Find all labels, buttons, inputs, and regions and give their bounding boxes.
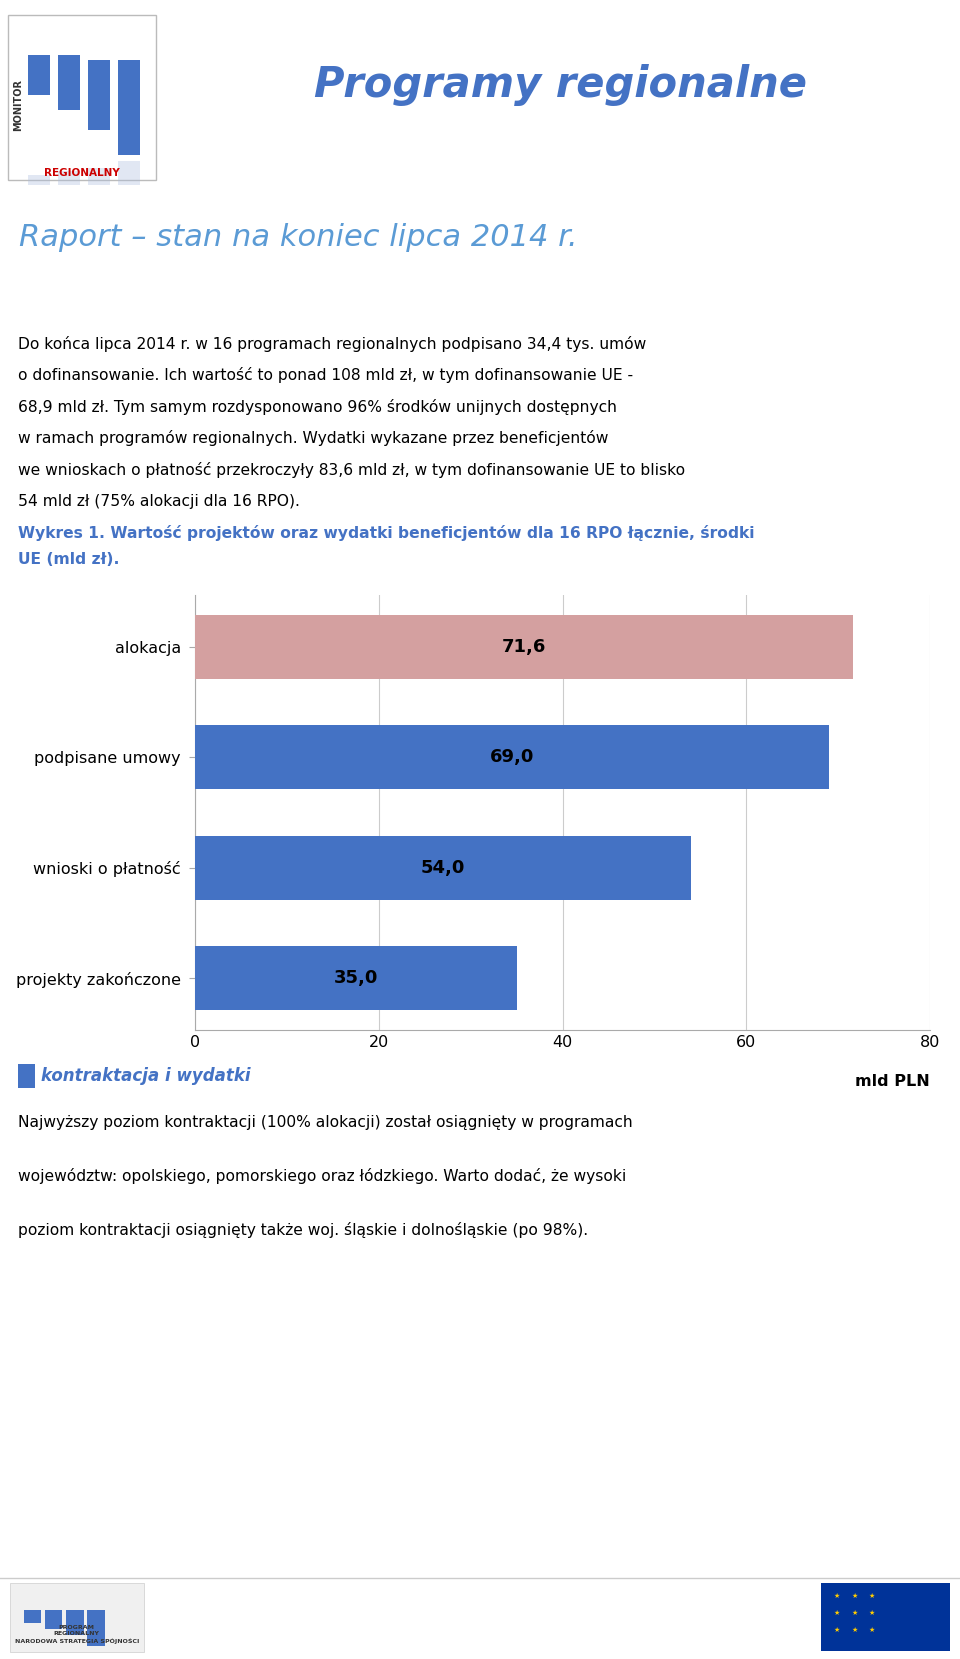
Text: województw: opolskiego, pomorskiego oraz łódzkiego. Warto dodać, że wysoki: województw: opolskiego, pomorskiego oraz… — [18, 1168, 626, 1185]
Text: 35,0: 35,0 — [333, 969, 378, 987]
Bar — [58, 171, 80, 186]
Text: we wnioskach o płatność przekroczyły 83,6 mld zł, w tym dofinansowanie UE to bli: we wnioskach o płatność przekroczyły 83,… — [18, 461, 685, 478]
Text: ★: ★ — [869, 1593, 875, 1599]
Text: Do końca lipca 2014 r. w 16 programach regionalnych podpisano 34,4 tys. umów: Do końca lipca 2014 r. w 16 programach r… — [18, 335, 646, 352]
Bar — [195, 725, 828, 790]
Text: 68,9 mld zł. Tym samym rozdysponowano 96% środków unijnych dostępnych: 68,9 mld zł. Tym samym rozdysponowano 96… — [18, 398, 617, 415]
Bar — [118, 161, 140, 186]
Bar — [18, 1063, 35, 1088]
Text: REGIONALNY: REGIONALNY — [44, 168, 120, 178]
Bar — [195, 836, 691, 899]
Bar — [195, 946, 516, 1010]
Text: Programy regionalne: Programy regionalne — [314, 65, 806, 106]
Text: o dofinansowanie. Ich wartość to ponad 108 mld zł, w tym dofinansowanie UE -: o dofinansowanie. Ich wartość to ponad 1… — [18, 367, 634, 383]
Text: 71,6: 71,6 — [502, 637, 546, 655]
Text: MONITOR: MONITOR — [13, 80, 23, 131]
Text: ★: ★ — [852, 1609, 857, 1616]
Text: poziom kontraktacji osiągnięty także woj. śląskie i dolnośląskie (po 98%).: poziom kontraktacji osiągnięty także woj… — [18, 1221, 588, 1238]
Text: ★: ★ — [869, 1609, 875, 1616]
Text: kontraktacja i wydatki: kontraktacja i wydatki — [41, 1067, 251, 1085]
Text: Najwyższy poziom kontraktacji (100% alokacji) został osiągnięty w programach: Najwyższy poziom kontraktacji (100% alok… — [18, 1115, 633, 1130]
Bar — [821, 1583, 950, 1651]
Bar — [88, 60, 110, 129]
Text: 54 mld zł (75% alokacji dla 16 RPO).: 54 mld zł (75% alokacji dla 16 RPO). — [18, 494, 300, 509]
Text: 1 .  P o s t ę p  f i n a n s o w y: 1 . P o s t ę p f i n a n s o w y — [12, 287, 316, 305]
Text: mld PLN: mld PLN — [855, 1073, 930, 1088]
Bar — [28, 55, 50, 95]
Bar — [24, 1611, 41, 1623]
Text: w ramach programów regionalnych. Wydatki wykazane przez beneficjentów: w ramach programów regionalnych. Wydatki… — [18, 430, 609, 446]
Bar — [195, 615, 852, 679]
Text: ★: ★ — [834, 1609, 840, 1616]
Text: 69,0: 69,0 — [490, 748, 534, 766]
Text: ★: ★ — [869, 1626, 875, 1632]
Bar — [88, 168, 110, 186]
Text: ★: ★ — [834, 1626, 840, 1632]
Bar — [28, 174, 50, 186]
Text: Wykres 1. Wartość projektów oraz wydatki beneficjentów dla 16 RPO łącznie, środk: Wykres 1. Wartość projektów oraz wydatki… — [18, 524, 755, 541]
Text: PROGRAM
REGIONALNY
NARODOWA STRATEGIA SPÓJNOŚCI: PROGRAM REGIONALNY NARODOWA STRATEGIA SP… — [14, 1626, 139, 1644]
Bar — [10, 1583, 144, 1652]
Text: UE (mld zł).: UE (mld zł). — [18, 552, 119, 567]
Text: ★: ★ — [852, 1593, 857, 1599]
Bar — [45, 1611, 62, 1629]
Bar — [8, 15, 156, 179]
Text: Raport – stan na koniec lipca 2014 r.: Raport – stan na koniec lipca 2014 r. — [19, 222, 578, 252]
Bar — [118, 60, 140, 154]
Text: ★: ★ — [852, 1626, 857, 1632]
Bar — [87, 1611, 105, 1646]
Text: 54,0: 54,0 — [420, 859, 466, 876]
Text: ★: ★ — [834, 1593, 840, 1599]
Bar — [66, 1611, 84, 1636]
Bar — [58, 55, 80, 109]
